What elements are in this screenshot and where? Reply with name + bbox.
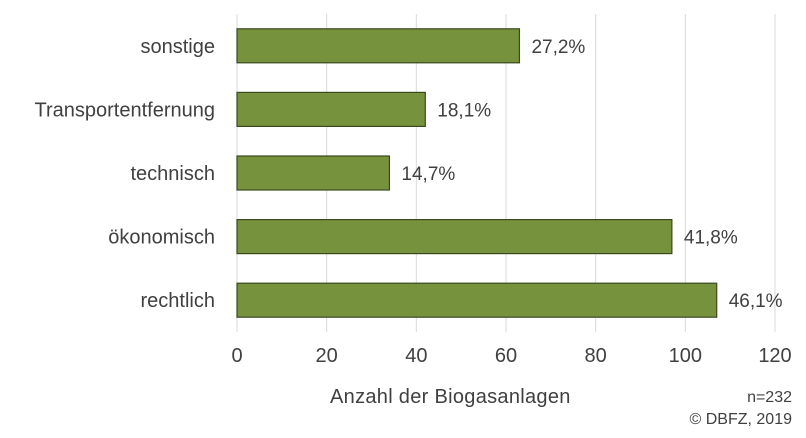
data-label: 27,2%: [531, 37, 585, 58]
bar: [236, 219, 673, 255]
data-labels: 27,2% 18,1% 14,7% 41,8% 46,1%: [401, 37, 782, 312]
category-label: sonstige: [141, 36, 216, 58]
bar: [236, 28, 521, 64]
data-label: 18,1%: [437, 100, 491, 121]
x-tick-label: 40: [405, 345, 427, 367]
category-label: ökonomisch: [108, 227, 215, 249]
category-label: rechtlich: [141, 290, 215, 312]
x-tick-label: 60: [495, 345, 517, 367]
category-labels: sonstige Transportentfernung technisch ökon…: [35, 36, 215, 312]
gridlines: [236, 14, 776, 332]
bars: [236, 28, 718, 318]
x-tick-label: 0: [231, 345, 242, 367]
bar: [236, 91, 426, 128]
category-label: technisch: [131, 163, 216, 185]
data-label: 46,1%: [729, 291, 783, 312]
x-axis-label: Anzahl der Biogasanlagen: [330, 386, 571, 408]
copyright-note: © DBFZ, 2019: [689, 411, 793, 428]
x-tick-label: 100: [669, 345, 702, 367]
data-label: 14,7%: [401, 164, 455, 185]
x-tick-label: 120: [758, 345, 791, 367]
x-tick-label: 80: [585, 345, 607, 367]
sample-size-note: n=232: [747, 389, 792, 406]
x-tick-label: 20: [316, 345, 338, 367]
x-tick-labels: 0 20 40 60 80 100 120: [231, 345, 791, 367]
bar: [236, 155, 391, 191]
category-label: Transportentfernung: [35, 99, 215, 121]
bar: [236, 282, 718, 318]
data-label: 41,8%: [684, 228, 738, 249]
